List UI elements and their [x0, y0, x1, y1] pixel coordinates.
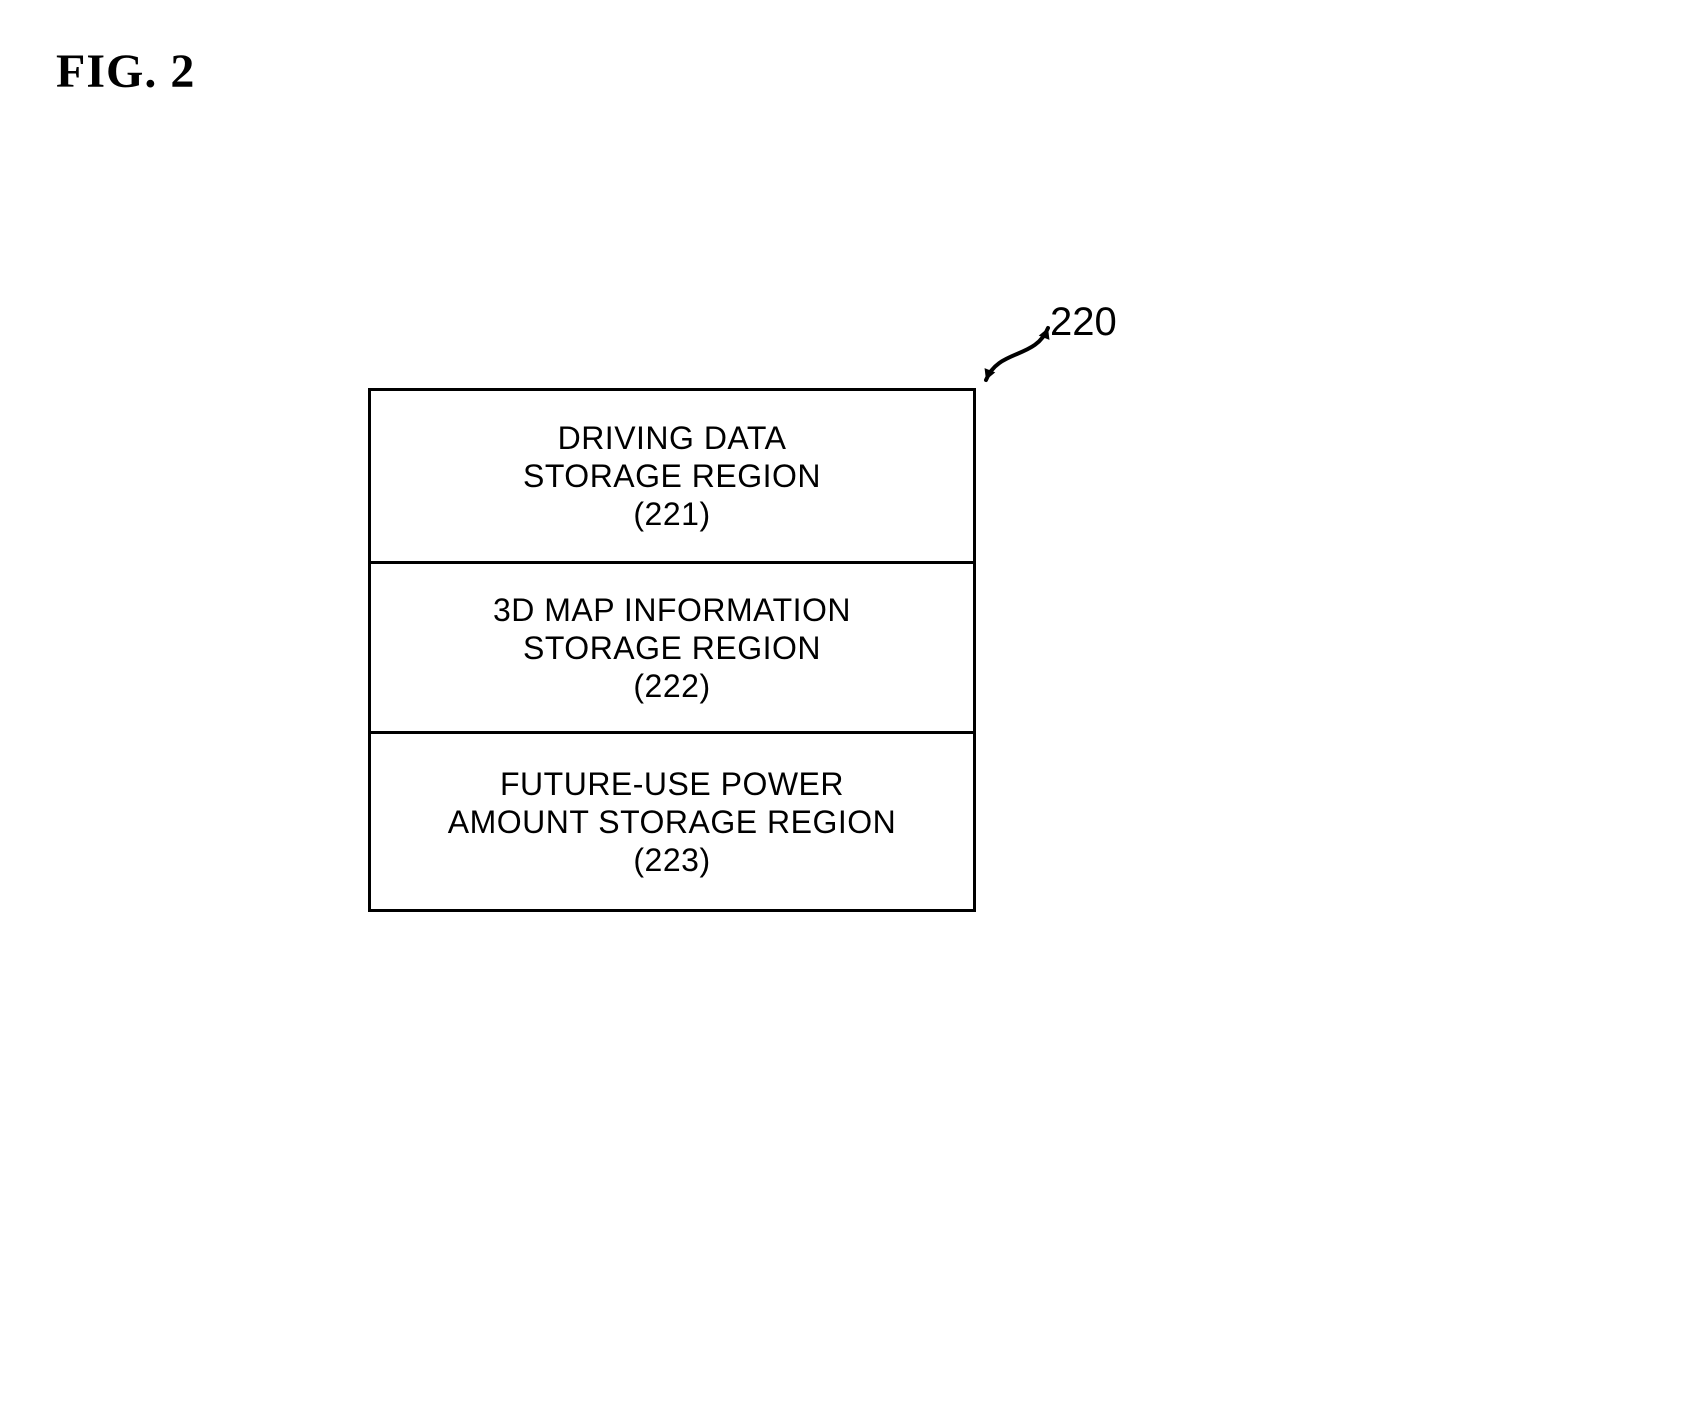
storage-cell-1: 3D MAP INFORMATIONSTORAGE REGION(222) — [371, 561, 973, 731]
storage-cell-0-line-0: DRIVING DATA — [558, 419, 787, 457]
reference-number: 220 — [1050, 300, 1117, 345]
storage-cell-1-line-1: STORAGE REGION — [523, 629, 821, 667]
figure-canvas: FIG. 2 220 DRIVING DATASTORAGE REGION(22… — [0, 0, 1681, 1416]
lead-line-svg — [974, 316, 1060, 392]
storage-cell-2: FUTURE-USE POWERAMOUNT STORAGE REGION(22… — [371, 731, 973, 909]
storage-cell-0-line-1: STORAGE REGION — [523, 457, 821, 495]
storage-cell-0: DRIVING DATASTORAGE REGION(221) — [371, 391, 973, 561]
reference-lead-line — [974, 316, 1060, 392]
storage-cell-1-line-0: 3D MAP INFORMATION — [493, 591, 851, 629]
storage-cell-1-line-2: (222) — [633, 667, 710, 705]
figure-label: FIG. 2 — [56, 44, 195, 99]
storage-cell-2-line-0: FUTURE-USE POWER — [500, 765, 844, 803]
storage-cell-0-line-2: (221) — [633, 495, 710, 533]
storage-cell-2-line-1: AMOUNT STORAGE REGION — [448, 803, 896, 841]
storage-region-stack: DRIVING DATASTORAGE REGION(221)3D MAP IN… — [368, 388, 976, 912]
storage-cell-2-line-2: (223) — [633, 841, 710, 879]
